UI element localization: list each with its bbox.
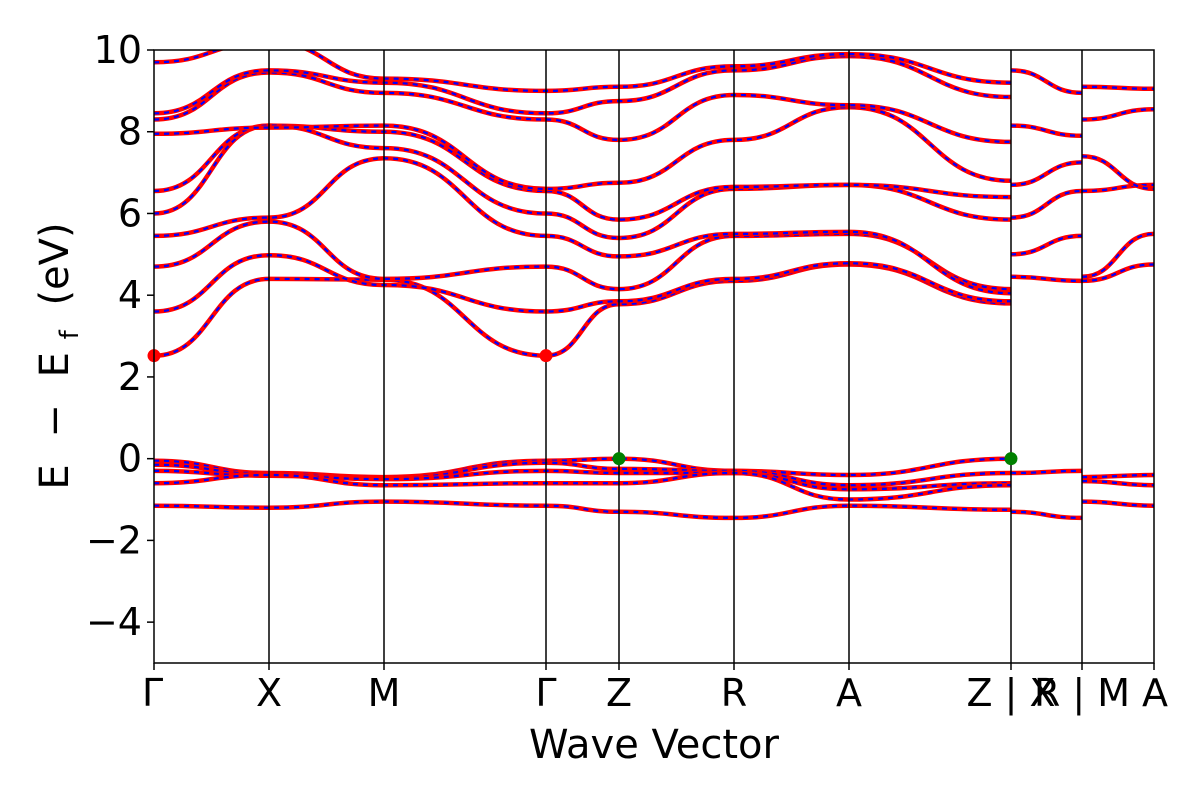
x-axis: Γ X M Γ Z R A Z | XR | M A	[142, 663, 1168, 716]
x-tick-label: X	[256, 671, 282, 715]
y-tick-label: 4	[118, 273, 142, 317]
y-axis-title-fermi-subscript: f	[55, 329, 85, 339]
x-tick-label: M	[368, 671, 401, 715]
x-axis-title: Wave Vector	[529, 722, 780, 768]
band-line-wannier	[1010, 469, 1083, 475]
band-line-wannier	[1081, 155, 1154, 190]
band-line-wannier	[1081, 232, 1154, 278]
band-line-dft	[1010, 160, 1083, 188]
y-tick-label: −2	[86, 518, 142, 562]
x-tick-label: Z	[606, 671, 632, 715]
y-axis-title-energy: E	[32, 464, 78, 489]
band-line-wannier	[1010, 234, 1083, 256]
band-line-wannier	[1081, 500, 1154, 507]
band-line-wannier	[154, 157, 1012, 295]
y-axis-title-minus: −	[32, 404, 78, 438]
x-tick-label: A	[1142, 671, 1168, 715]
y-tick-label: 2	[118, 355, 142, 399]
band-line-wannier	[1081, 85, 1154, 90]
band-line-wannier	[1010, 275, 1083, 282]
band-line-wannier	[1010, 510, 1083, 519]
band-line-wannier	[1081, 263, 1154, 282]
band-line-dft	[1010, 68, 1083, 96]
vbm-marker	[612, 452, 626, 466]
band-line-wannier	[154, 106, 1012, 191]
y-tick-label: 6	[118, 191, 142, 235]
band-line-wannier	[154, 500, 1012, 520]
y-axis-title-fermi: E	[32, 352, 78, 377]
cbm-marker	[539, 349, 553, 363]
band-line-wannier	[1081, 480, 1154, 487]
y-tick-label: 0	[118, 437, 142, 481]
band-line-wannier	[1081, 108, 1154, 121]
band-line-wannier	[1081, 473, 1154, 479]
plot-frame	[153, 49, 1155, 664]
y-axis: −4 −2 0 2 4 6 8 10	[86, 28, 154, 644]
x-tick-label: R	[721, 671, 747, 715]
y-axis-title: E − E f (eV)	[32, 222, 88, 489]
x-tick-label: Γ	[535, 671, 556, 715]
x-tick-label: Z | X	[966, 671, 1055, 716]
x-tick-label: A	[836, 671, 862, 715]
band-line-wannier	[1081, 183, 1154, 193]
y-axis-title-unit: (eV)	[32, 222, 78, 305]
band-line-wannier	[1010, 124, 1083, 137]
y-tick-label: 8	[118, 110, 142, 154]
x-tick-label: R | M	[1034, 671, 1130, 716]
y-tick-label: 10	[94, 28, 142, 72]
band-line-wannier	[154, 54, 1012, 115]
markers-layer	[147, 349, 1018, 466]
kpoint-lines-layer	[268, 50, 1083, 663]
band-line-wannier	[154, 71, 1012, 143]
band-line-dft	[1010, 188, 1083, 220]
vbm-marker	[1004, 452, 1018, 466]
x-tick-label: Γ	[142, 671, 163, 715]
y-tick-label: −4	[86, 600, 142, 644]
